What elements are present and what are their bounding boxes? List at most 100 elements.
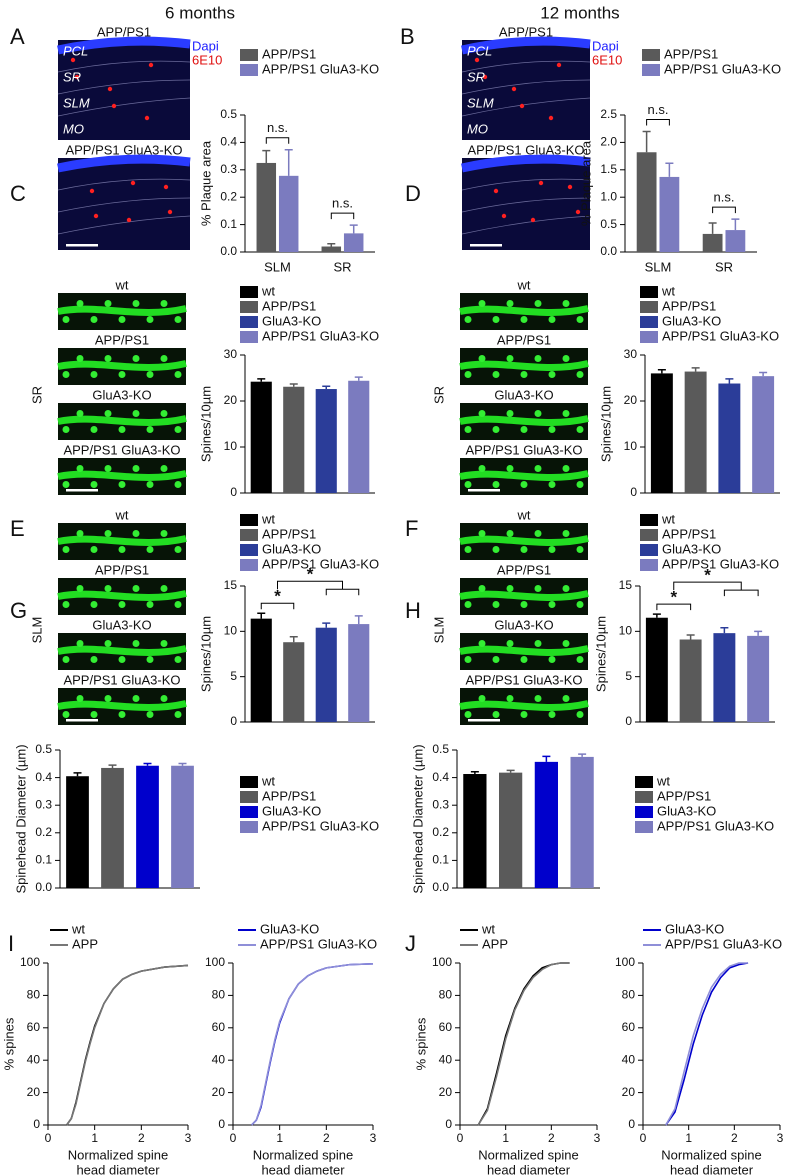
spine (576, 481, 584, 488)
legend-swatch (640, 529, 658, 541)
legend-label: GluA3-KO (262, 541, 321, 556)
legend-label: wt (71, 921, 85, 936)
bar (283, 386, 305, 493)
spine (506, 640, 514, 647)
spine (90, 601, 98, 608)
x-axis-label: head diameter (670, 1162, 754, 1175)
plaque (567, 184, 573, 190)
annotation: n.s. (267, 120, 288, 135)
x-tick-label: 1 (91, 1131, 98, 1145)
spine (104, 695, 112, 702)
micrograph-label: APP/PS1 (97, 24, 151, 39)
micrograph (57, 633, 187, 670)
legend-label: APP/PS1 (262, 298, 316, 313)
spine (478, 465, 486, 472)
panel-letter: I (8, 931, 14, 956)
plaque (130, 180, 136, 186)
column-heading: 6 months (165, 3, 235, 22)
micrograph-label: APP/PS1 GluA3-KO (63, 442, 180, 457)
legend-swatch (240, 821, 258, 833)
spine (62, 481, 70, 488)
error-bar (178, 762, 187, 766)
tissue-band (57, 60, 191, 73)
legend-label: GluA3-KO (665, 921, 724, 936)
y-tick-label: 80 (439, 988, 453, 1002)
plaque (70, 57, 76, 63)
spine (548, 546, 556, 553)
legend-swatch (240, 64, 258, 76)
spine (118, 546, 126, 553)
spine (90, 656, 98, 663)
micrograph (459, 578, 589, 615)
spine (174, 316, 182, 323)
plaque (501, 213, 507, 219)
legend-swatch (640, 544, 658, 556)
spine (76, 530, 84, 537)
bar (499, 772, 523, 888)
legend-label: wt (261, 511, 275, 526)
micrograph-label: wt (517, 507, 531, 522)
error-bar (691, 367, 700, 372)
spine (62, 656, 70, 663)
spine (104, 355, 112, 362)
bar (636, 152, 657, 252)
spine (464, 426, 472, 433)
x-tick-label: 1 (685, 1131, 692, 1145)
tissue-band (57, 36, 191, 55)
significance-bracket (277, 580, 343, 590)
legend-label: GluA3-KO (262, 313, 321, 328)
x-tick-label: 3 (594, 1131, 601, 1145)
spine (132, 585, 140, 592)
y-tick-label: 20 (224, 393, 238, 407)
x-tick-label: SLM (645, 259, 672, 274)
spine (104, 300, 112, 307)
y-tick-label: 0 (230, 485, 237, 499)
annotation: * (274, 587, 281, 606)
bar (747, 635, 770, 722)
cumulative-line (665, 962, 749, 1126)
tissue-band (57, 215, 191, 235)
y-tick-label: 60 (212, 1020, 226, 1034)
spine (478, 585, 486, 592)
tissue-band (57, 197, 191, 213)
spine (576, 711, 584, 718)
spine (146, 371, 154, 378)
layer-label: SLM (467, 95, 494, 110)
cumulative-line (665, 962, 749, 1126)
dendrite (459, 305, 589, 316)
panel-letter: J (405, 931, 416, 956)
error-bar (284, 149, 293, 176)
spine (174, 601, 182, 608)
panel-letter: D (405, 181, 421, 206)
x-axis-label: Normalized spine (68, 1147, 168, 1162)
legend-label: APP/PS1 GluA3-KO (662, 556, 779, 571)
layer-label: MO (63, 121, 84, 136)
legend-swatch (635, 821, 653, 833)
micrograph-label: APP/PS1 (95, 332, 149, 347)
micrograph (459, 293, 589, 330)
cumulative-line (251, 963, 374, 1126)
stain-label: Dapi (192, 38, 219, 53)
spine (90, 711, 98, 718)
bar (752, 376, 775, 493)
spine (90, 481, 98, 488)
legend-label: GluA3-KO (662, 313, 721, 328)
spine (146, 711, 154, 718)
spine (174, 711, 182, 718)
error-bar (506, 769, 515, 773)
spine (90, 426, 98, 433)
plaque (474, 57, 480, 63)
spine (548, 371, 556, 378)
spine (104, 410, 112, 417)
significance-bracket (325, 588, 360, 596)
bar (679, 639, 702, 722)
bar (463, 774, 487, 888)
legend-swatch (240, 331, 258, 343)
spine (506, 355, 514, 362)
y-tick-label: 80 (27, 988, 41, 1002)
dendrite (57, 305, 187, 316)
micrograph-label: GluA3-KO (494, 387, 553, 402)
legend-swatch (642, 49, 660, 61)
spine (534, 695, 542, 702)
dendrite (459, 645, 589, 656)
